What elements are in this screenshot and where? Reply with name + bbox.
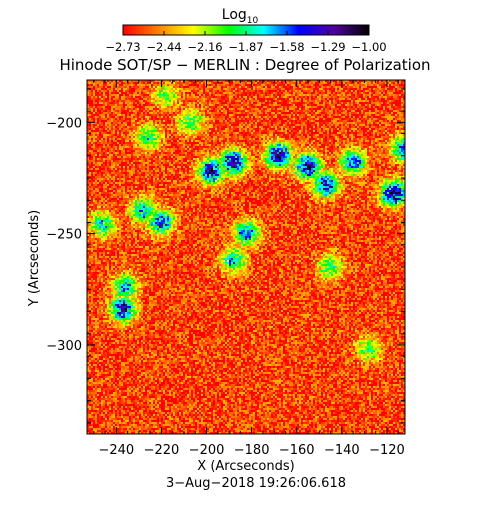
y-tick-label: −250 [46,228,82,243]
colorbar-tick-label: −1.29 [310,40,345,54]
colorbar-ticks: −2.73 −2.44 −2.16 −1.87 −1.58 −1.29 −1.00 [105,31,387,54]
colorbar-tick-label: −2.73 [105,40,140,54]
colorbar-tick-label: −2.44 [146,40,181,54]
plot-frame [86,79,406,435]
timestamp-footer: 3−Aug−2018 19:26:06.618 [166,476,346,491]
x-tick-label: −160 [279,443,315,458]
colorbar-tick-label: −1.87 [228,40,263,54]
heatmap-image [87,80,405,434]
y-tick-label: −300 [46,339,82,354]
y-tick-label: −200 [46,116,82,131]
chart-title: Hinode SOT/SP − MERLIN : Degree of Polar… [59,56,430,74]
colorbar: Log10 −2.73 −2.44 −2.16 −1.87 −1.58 −1.29 −1.0… [105,7,386,54]
heatmap [86,79,406,435]
x-tick-label: −200 [189,443,225,458]
x-tick-label: −240 [98,443,134,458]
colorbar-tick-label: −1.00 [351,40,386,54]
colorbar-tick-label: −1.58 [269,40,304,54]
y-axis-label: Y (Arcseconds) [27,210,42,307]
y-axis: −200 −250 −300 [46,88,405,424]
colorbar-label: Log10 [222,7,259,26]
x-axis: −240 −220 −200 −180 −160 −140 −120 [93,80,405,458]
colorbar-label-subscript: 10 [247,16,259,26]
x-tick-label: −220 [144,443,180,458]
x-tick-label: −120 [369,443,405,458]
colorbar-tick-label: −2.16 [187,40,222,54]
x-axis-label: X (Arcseconds) [197,459,294,474]
x-tick-label: −180 [234,443,270,458]
x-tick-label: −140 [324,443,360,458]
